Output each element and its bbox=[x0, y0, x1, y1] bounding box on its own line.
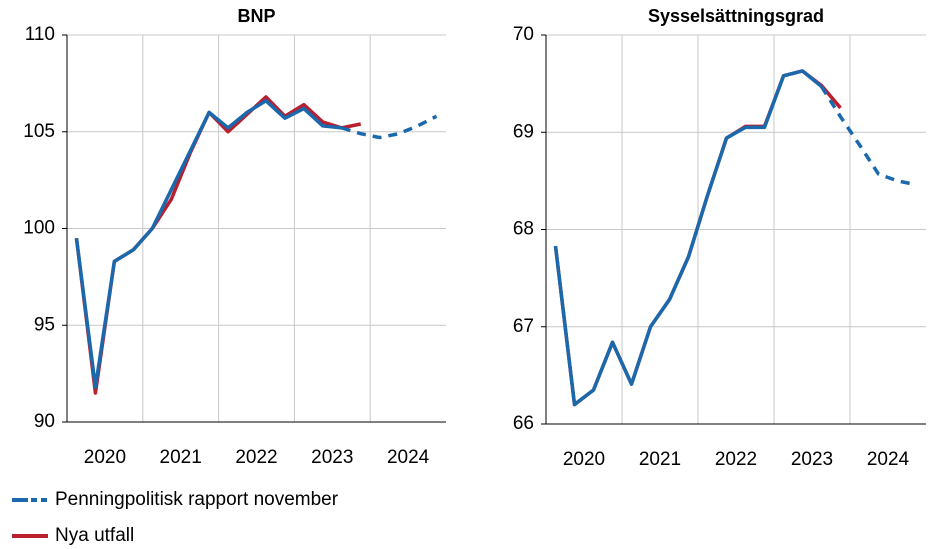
x-tick-label: 2022 bbox=[235, 447, 277, 468]
forecast-line bbox=[820, 85, 917, 187]
y-tick-label: 105 bbox=[23, 121, 55, 142]
forecast-line bbox=[341, 114, 438, 140]
x-tick-label: 2022 bbox=[715, 449, 757, 470]
x-tick-label: 2024 bbox=[387, 447, 430, 468]
x-tick-label: 2021 bbox=[160, 447, 202, 468]
x-tick-label: 2020 bbox=[84, 447, 126, 468]
y-tick-label: 67 bbox=[513, 316, 534, 337]
chart-title: BNP bbox=[237, 6, 275, 26]
y-tick-label: 100 bbox=[23, 218, 55, 239]
y-tick-label: 90 bbox=[34, 411, 55, 432]
line bbox=[74, 99, 342, 389]
y-tick-label: 110 bbox=[25, 24, 55, 45]
y-tick-label: 69 bbox=[513, 121, 534, 142]
y-tick-label: 66 bbox=[513, 413, 534, 434]
legend-label: Penningpolitisk rapport november bbox=[55, 489, 339, 510]
y-tick-label: 70 bbox=[513, 24, 534, 45]
x-tick-label: 2023 bbox=[311, 447, 353, 468]
line bbox=[553, 69, 823, 407]
chart-title: Sysselsättningsgrad bbox=[648, 6, 824, 26]
x-tick-label: 2021 bbox=[639, 449, 681, 470]
y-tick-label: 95 bbox=[34, 314, 55, 335]
x-tick-label: 2024 bbox=[867, 449, 910, 470]
x-tick-label: 2020 bbox=[563, 449, 605, 470]
y-tick-label: 68 bbox=[513, 219, 534, 240]
x-tick-label: 2023 bbox=[791, 449, 833, 470]
legend-label: Nya utfall bbox=[55, 525, 134, 546]
